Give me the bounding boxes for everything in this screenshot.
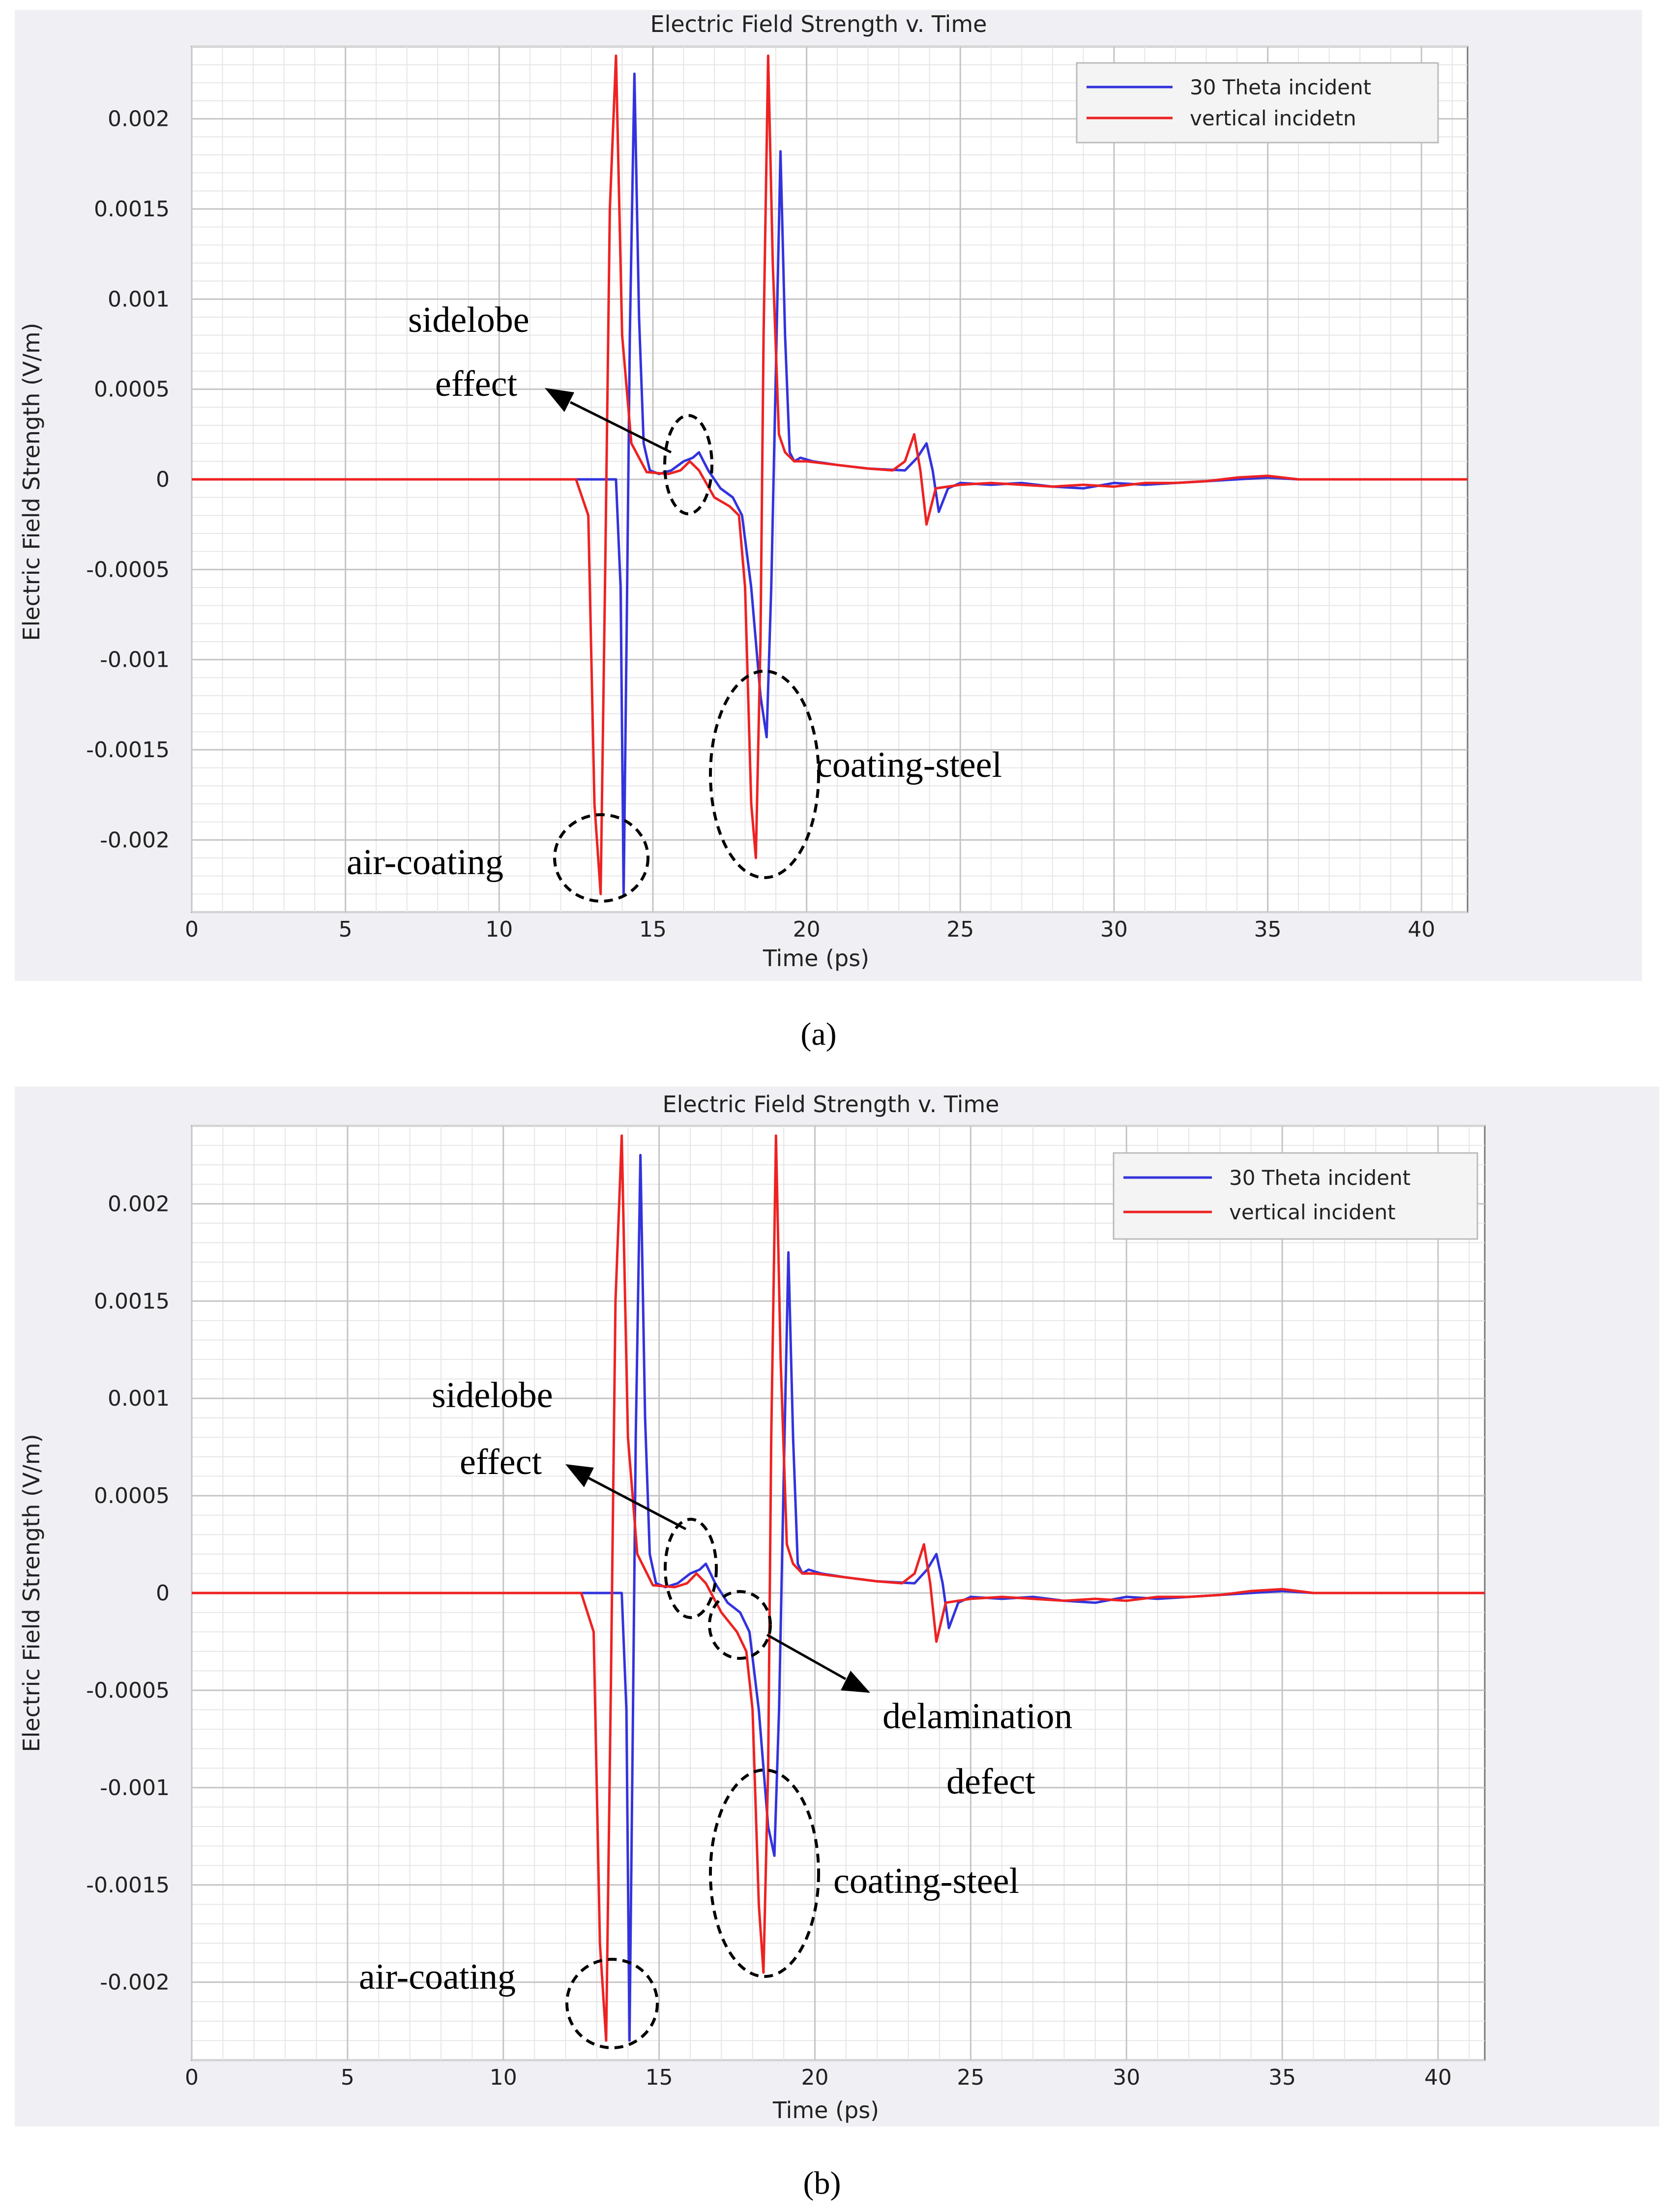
- panel-a-legend-box: [1076, 62, 1439, 144]
- panel-a-sidelobe-ellipse: [663, 414, 713, 515]
- panel-b-delamination-arrowhead: [841, 1671, 870, 1693]
- panel-a-caption: (a): [800, 1016, 836, 1052]
- panel-b-coating-steel-ellipse: [709, 1769, 820, 1978]
- panel-a-xtick-label: 30: [1100, 917, 1128, 942]
- panel-a-series-line-vertical: [192, 54, 1468, 895]
- panel-b-effect-label: effect: [460, 1442, 542, 1482]
- panel-a-xtick-label: 15: [639, 917, 667, 942]
- panel-b-air-coating-label: air-coating: [359, 1957, 516, 1997]
- panel-b-ytick-label: -0.0015: [86, 1873, 170, 1898]
- panel-b-ticks: 0 5 10 15 20 25 30 35 40 -0.002 -0.0015 -0.001 -0.00…: [86, 1191, 1452, 2090]
- panel-b-ytick-label: 0.0015: [94, 1289, 170, 1314]
- panel-b-annotations: sidelobe effect delamination defect coat…: [359, 1375, 1072, 2049]
- panel-a-xtick-label: 25: [946, 917, 974, 942]
- panel-a-grid: [191, 46, 1468, 913]
- panel-a-title: Electric Field Strength v. Time: [650, 11, 987, 37]
- panel-b-legend-label-2: vertical incident: [1229, 1200, 1396, 1224]
- panel-b-xtick-label: 10: [490, 2065, 517, 2090]
- panel-b-sidelobe-ellipse: [664, 1518, 718, 1619]
- panel-a-ytick-label: 0.0015: [94, 197, 170, 222]
- panel-a: 0 5 10 15 20 25 30 35 40 -0.002 -0.0015 -0.001 -0.00…: [15, 10, 1642, 1052]
- panel-a-ytick-label: -0.0005: [86, 557, 170, 582]
- panel-b-ytick-label: 0: [156, 1581, 170, 1606]
- panel-a-legend-label-2: vertical incidetn: [1190, 106, 1356, 130]
- panel-a-legend-label-1: 30 Theta incident: [1190, 75, 1371, 99]
- panel-a-ylabel: Electric Field Strength (V/m): [18, 323, 45, 641]
- panel-a-sidelobe-label: sidelobe: [408, 300, 530, 340]
- panel-b-caption: (b): [803, 2165, 841, 2201]
- panel-b-series-line-vertical: [192, 1134, 1485, 2042]
- panel-b-xlabel: Time (ps): [772, 2097, 879, 2124]
- panel-b-ytick-label: -0.001: [100, 1775, 170, 1800]
- panel-a-effect-label: effect: [435, 364, 517, 404]
- panel-b-sidelobe-label: sidelobe: [432, 1375, 553, 1416]
- panel-a-ytick-label: -0.001: [100, 648, 170, 673]
- panel-b-delamination-label: delamination: [883, 1696, 1072, 1737]
- panel-b: 0 5 10 15 20 25 30 35 40 -0.002 -0.0015 -0.001 -0.00…: [15, 1087, 1659, 2201]
- panel-a-series-line-theta30: [192, 72, 1468, 895]
- panel-b-sidelobe-arrow: [587, 1476, 687, 1531]
- panel-a-ticks: 0 5 10 15 20 25 30 35 40 -0.002 -0.0015 -0.001 -0.00…: [86, 107, 1435, 942]
- panel-b-ytick-label: 0.0005: [94, 1483, 170, 1508]
- panel-a-coating-steel-ellipse: [709, 670, 820, 879]
- panel-a-ytick-label: 0.002: [108, 107, 170, 132]
- panel-b-title: Electric Field Strength v. Time: [663, 1091, 1000, 1118]
- panel-a-xtick-label: 10: [485, 917, 513, 942]
- panel-b-legend: 30 Theta incident vertical incident: [1113, 1152, 1478, 1240]
- panel-a-series: [192, 54, 1468, 895]
- panel-a-ytick-label: 0.0005: [94, 377, 170, 402]
- panel-b-series: [192, 1134, 1485, 2042]
- panel-b-delamination-ellipse: [708, 1590, 772, 1660]
- panel-a-sidelobe-arrow: [569, 401, 672, 454]
- panel-a-xtick-label: 5: [339, 917, 353, 942]
- panel-b-air-coating-ellipse: [565, 1958, 659, 2049]
- panel-a-annotations: sidelobe effect coating-steel air-coatin…: [347, 300, 1002, 903]
- panel-b-legend-box: [1113, 1152, 1478, 1240]
- panel-a-xtick-label: 40: [1408, 917, 1435, 942]
- panel-a-ytick-label: -0.002: [100, 827, 170, 853]
- panel-a-xtick-label: 0: [185, 917, 199, 942]
- panel-a-sidelobe-arrowhead: [545, 388, 574, 412]
- panel-a-xtick-label: 20: [793, 917, 821, 942]
- panel-b-grid: [191, 1125, 1485, 2061]
- panel-b-ytick-label: 0.001: [108, 1386, 170, 1411]
- panel-a-ytick-label: -0.0015: [86, 737, 170, 763]
- panel-a-xtick-label: 35: [1254, 917, 1282, 942]
- panel-b-xtick-label: 30: [1113, 2065, 1140, 2090]
- panel-b-xtick-label: 35: [1268, 2065, 1296, 2090]
- panel-b-ytick-label: -0.002: [100, 1970, 170, 1995]
- panel-b-ylabel: Electric Field Strength (V/m): [18, 1434, 45, 1752]
- panel-a-air-coating-label: air-coating: [347, 842, 503, 883]
- panel-b-legend-label-1: 30 Theta incident: [1229, 1166, 1411, 1190]
- panel-a-coating-steel-label: coating-steel: [816, 745, 1002, 785]
- panel-b-ytick-label: 0.002: [108, 1191, 170, 1216]
- panel-a-xlabel: Time (ps): [763, 945, 869, 972]
- panel-a-ytick-label: 0.001: [108, 287, 170, 312]
- panel-b-sidelobe-arrowhead: [565, 1464, 594, 1487]
- panel-b-series-line-theta30: [192, 1153, 1485, 2042]
- panel-a-legend: 30 Theta incident vertical incidetn: [1076, 62, 1439, 144]
- panel-b-xtick-label: 0: [185, 2065, 199, 2090]
- panel-a-air-coating-ellipse: [553, 813, 649, 903]
- panel-b-delamination-arrow: [766, 1633, 847, 1681]
- panel-b-coating-steel-label: coating-steel: [833, 1861, 1019, 1901]
- panel-b-xtick-label: 40: [1424, 2065, 1452, 2090]
- panel-b-defect-label: defect: [946, 1762, 1035, 1802]
- panel-a-ytick-label: 0: [156, 467, 170, 492]
- panel-b-ytick-label: -0.0005: [86, 1678, 170, 1703]
- panel-b-xtick-label: 25: [957, 2065, 984, 2090]
- panel-b-xtick-label: 20: [801, 2065, 828, 2090]
- panel-b-xtick-label: 5: [341, 2065, 354, 2090]
- panel-b-xtick-label: 15: [646, 2065, 673, 2090]
